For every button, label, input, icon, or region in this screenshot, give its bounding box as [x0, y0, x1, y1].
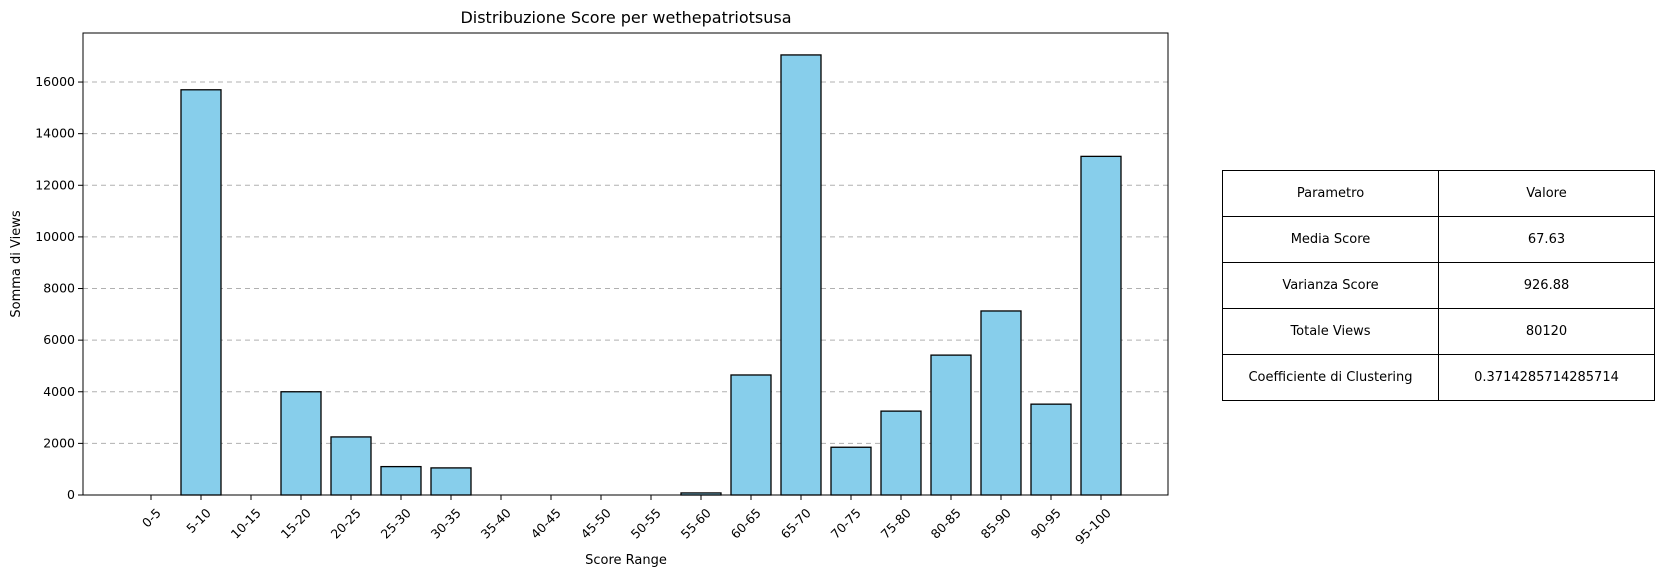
y-tick-label: 10000 — [35, 229, 75, 244]
x-tick-label: 5-10 — [183, 505, 214, 536]
chart-title: Distribuzione Score per wethepatriotsusa — [460, 8, 791, 27]
x-tick-label: 35-40 — [478, 505, 514, 541]
table-row: Totale Views 80120 — [1222, 308, 1655, 355]
table-cell-parameter: Varianza Score — [1222, 262, 1439, 309]
x-tick-label: 60-65 — [728, 505, 764, 541]
table-row: Coefficiente di Clustering 0.37142857142… — [1222, 354, 1655, 401]
x-tick-label: 50-55 — [628, 505, 664, 541]
x-tick-label: 70-75 — [828, 505, 864, 541]
table-cell-value: 0.3714285714285714 — [1438, 354, 1655, 401]
table-cell-value: 67.63 — [1438, 216, 1655, 263]
x-tick-label: 40-45 — [528, 505, 564, 541]
bar-30-35 — [430, 467, 472, 496]
x-tick-label: 0-5 — [139, 505, 164, 530]
table-cell-parameter: Totale Views — [1222, 308, 1439, 355]
x-tick-label: 25-30 — [378, 505, 414, 541]
table-header-row: Parametro Valore — [1222, 170, 1655, 217]
x-tick-label: 30-35 — [428, 505, 464, 541]
bar-80-85 — [930, 354, 972, 496]
plot-frame — [82, 32, 1169, 496]
table-cell-parameter: Coefficiente di Clustering — [1222, 354, 1439, 401]
bar-25-30 — [380, 465, 422, 496]
bars — [180, 54, 1122, 496]
y-tick-label: 6000 — [43, 332, 75, 347]
bar-60-65 — [730, 374, 772, 496]
x-tick-label: 85-90 — [978, 505, 1014, 541]
table-row: Varianza Score 926.88 — [1222, 262, 1655, 309]
y-tick-label: 4000 — [43, 384, 75, 399]
x-axis-ticks: 0-5 5-10 10-15 15-20 20-25 25-30 30-35 35-40 40-… — [139, 495, 1114, 547]
y-tick-label: 14000 — [35, 126, 75, 141]
x-tick-label: 20-25 — [328, 505, 364, 541]
x-tick-label: 45-50 — [578, 505, 614, 541]
x-tick-label: 75-80 — [878, 505, 914, 541]
bar-70-75 — [830, 446, 872, 496]
y-tick-label: 2000 — [43, 435, 75, 450]
x-tick-label: 65-70 — [778, 505, 814, 541]
bar-20-25 — [330, 436, 372, 496]
bar-85-90 — [980, 310, 1022, 496]
x-tick-label: 55-60 — [678, 505, 714, 541]
y-tick-label: 8000 — [43, 281, 75, 296]
bar-65-70 — [780, 54, 822, 496]
bar-95-100 — [1080, 155, 1122, 496]
table-header-cell: Valore — [1438, 170, 1655, 217]
table-header-cell: Parametro — [1222, 170, 1439, 217]
y-tick-label: 0 — [67, 487, 75, 502]
x-tick-label: 90-95 — [1028, 505, 1064, 541]
y-axis-title: Somma di Views — [9, 210, 24, 317]
table-cell-value: 80120 — [1438, 308, 1655, 355]
table-row: Media Score 67.63 — [1222, 216, 1655, 263]
bar-5-10 — [180, 89, 222, 496]
bar-75-80 — [880, 410, 922, 496]
y-tick-label: 16000 — [35, 74, 75, 89]
y-axis-ticks: 0 2000 4000 6000 8000 10000 12000 14000 16000 — [35, 74, 83, 502]
y-tick-label: 12000 — [35, 177, 75, 192]
bar-90-95 — [1030, 403, 1072, 496]
x-tick-label: 15-20 — [278, 505, 314, 541]
x-axis-title: Score Range — [585, 553, 667, 568]
x-tick-label: 10-15 — [228, 505, 264, 541]
x-tick-label: 95-100 — [1072, 505, 1114, 547]
x-tick-label: 80-85 — [928, 505, 964, 541]
bar-15-20 — [280, 391, 322, 496]
stats-table: Parametro Valore Media Score 67.63 Varia… — [1222, 170, 1655, 401]
table-cell-parameter: Media Score — [1222, 216, 1439, 263]
table-cell-value: 926.88 — [1438, 262, 1655, 309]
